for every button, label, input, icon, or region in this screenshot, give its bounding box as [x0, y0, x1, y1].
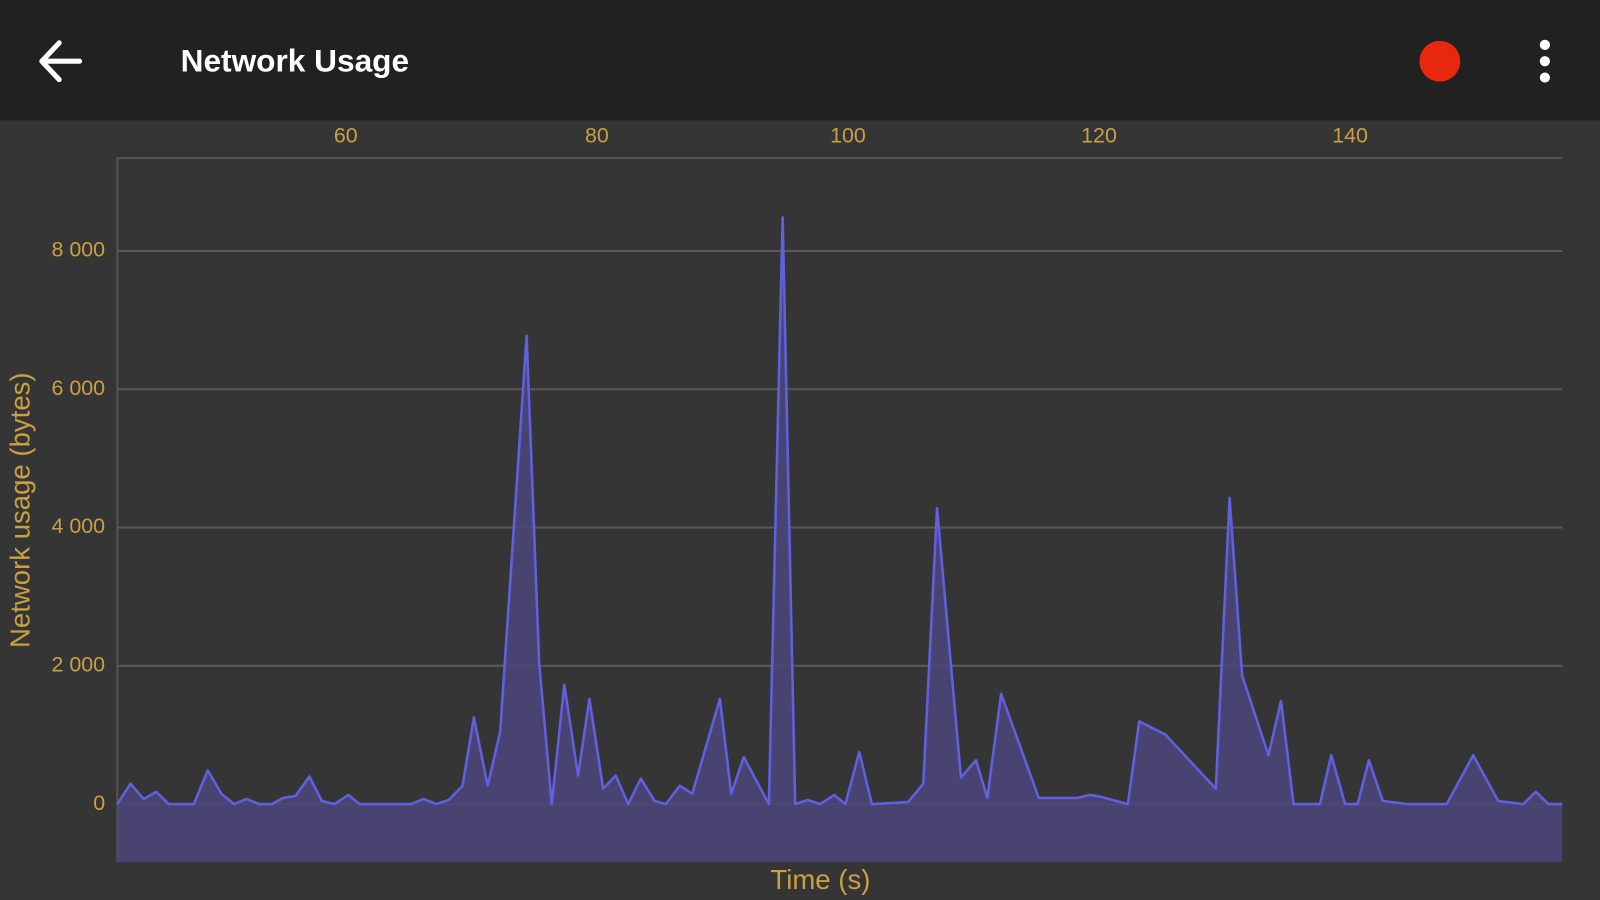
x-tick-label: 80 — [585, 123, 609, 147]
y-tick-label: 2 000 — [52, 652, 106, 676]
app-title: Network Usage — [181, 43, 409, 79]
menu-dot[interactable] — [1539, 72, 1550, 83]
back-arrow[interactable] — [39, 40, 83, 83]
x-tick-label: 120 — [1081, 123, 1117, 147]
menu-dot[interactable] — [1539, 56, 1550, 67]
x-tick-label: 60 — [334, 123, 358, 147]
menu-dot[interactable] — [1539, 39, 1550, 50]
x-tick-label: 100 — [830, 123, 866, 147]
overflow-menu[interactable] — [1539, 39, 1550, 83]
line — [116, 216, 1563, 806]
y-tick-label: 4 000 — [52, 514, 106, 538]
x-tick-label: 140 — [1332, 123, 1368, 147]
y-axis-title: Network usage (bytes) — [5, 372, 36, 648]
back-button[interactable] — [39, 40, 83, 83]
x-axis-title: Time (s) — [770, 864, 870, 895]
app-bar — [0, 0, 1600, 121]
y-tick-label: 0 — [93, 791, 105, 815]
y-tick-label: 6 000 — [52, 376, 106, 400]
record-button[interactable] — [1419, 40, 1461, 82]
y-tick-label: 8 000 — [52, 238, 106, 262]
